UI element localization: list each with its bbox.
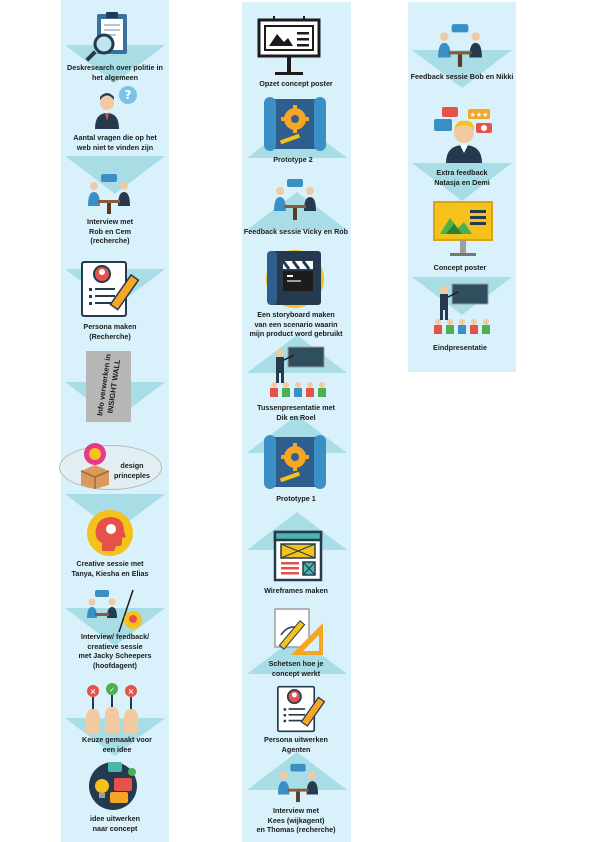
interview-icon xyxy=(88,174,130,214)
step-label: Extra feedback Natasja en Demi xyxy=(434,168,490,187)
step-label: design princeples xyxy=(114,461,150,480)
step-label: Deskresearch over politie in het algemee… xyxy=(67,63,163,82)
choice-hands-icon: × ✓ × xyxy=(86,683,138,733)
insight-wall-note-icon xyxy=(86,351,131,422)
clipboard-magnifier-icon xyxy=(85,12,127,62)
step-label: Feedback sessie Bob en Nikki xyxy=(410,72,514,81)
billboard-icon xyxy=(257,16,321,75)
wireframe-icon xyxy=(273,530,323,582)
step-label: Tussenpresentatie met Dik en Roel xyxy=(257,403,335,422)
blueprint-gear-icon xyxy=(264,97,326,151)
step-label: Een storyboard maken van een scenario wa… xyxy=(249,310,343,339)
creative-head-icon xyxy=(87,510,133,556)
blueprint-gear-icon xyxy=(264,435,326,489)
step-label: Schetsen hoe je concept werkt xyxy=(268,659,324,678)
step-label: Prototype 2 xyxy=(273,155,313,164)
persona-document-icon xyxy=(81,261,140,317)
step-label: Feedback sessie Vicky en Rob xyxy=(243,227,349,236)
storyboard-clapper-icon xyxy=(266,250,324,308)
billboard-yellow-icon xyxy=(433,201,493,256)
step-label: Interview met Rob en Cem (recherche) xyxy=(87,217,133,246)
step-label: Creative sessie met Tanya, Kiesha en Eli… xyxy=(71,559,149,578)
meeting-icon xyxy=(274,179,316,220)
presentation-icon xyxy=(270,346,326,397)
step-label: Persona uitwerken Agenten xyxy=(264,735,328,754)
svg-text:×: × xyxy=(90,687,97,696)
meeting-icon xyxy=(438,24,482,67)
step-label: Persona maken (Recherche) xyxy=(83,322,137,341)
flow-arrow-down xyxy=(412,163,512,201)
thinking-person-icon: ? xyxy=(95,86,137,129)
interview-creative-icon xyxy=(87,589,142,633)
step-label: Interview/ feedback/ creatieve sessie me… xyxy=(78,632,152,670)
step-label: Concept poster xyxy=(433,263,487,272)
persona-document-icon xyxy=(277,685,326,733)
step-label: Wireframes maken xyxy=(264,586,328,595)
step-label: idee uitwerken naar concept xyxy=(90,814,140,833)
step-label: Keuze gemaakt voor een idee xyxy=(82,735,152,754)
step-label: Prototype 1 xyxy=(276,494,316,503)
sketch-tools-icon xyxy=(274,608,323,655)
svg-text:?: ? xyxy=(125,88,132,102)
step-label: Opzet concept poster xyxy=(259,79,333,88)
idea-ellipse xyxy=(59,445,162,490)
presentation-icon xyxy=(434,283,490,334)
svg-text:★★★: ★★★ xyxy=(470,111,489,119)
step-label: Eindpresentatie xyxy=(433,343,487,352)
concept-ideas-icon xyxy=(89,762,137,810)
svg-text:✓: ✓ xyxy=(109,686,115,694)
interview-icon xyxy=(277,763,319,803)
svg-text:×: × xyxy=(128,687,135,696)
idea-box-icon xyxy=(80,443,110,489)
step-label: Interview met Kees (wijkagent) en Thomas… xyxy=(256,806,336,835)
step-label: Aantal vragen die op het web niet te vin… xyxy=(73,133,157,152)
feedback-person-icon: ★★★ xyxy=(434,107,492,163)
